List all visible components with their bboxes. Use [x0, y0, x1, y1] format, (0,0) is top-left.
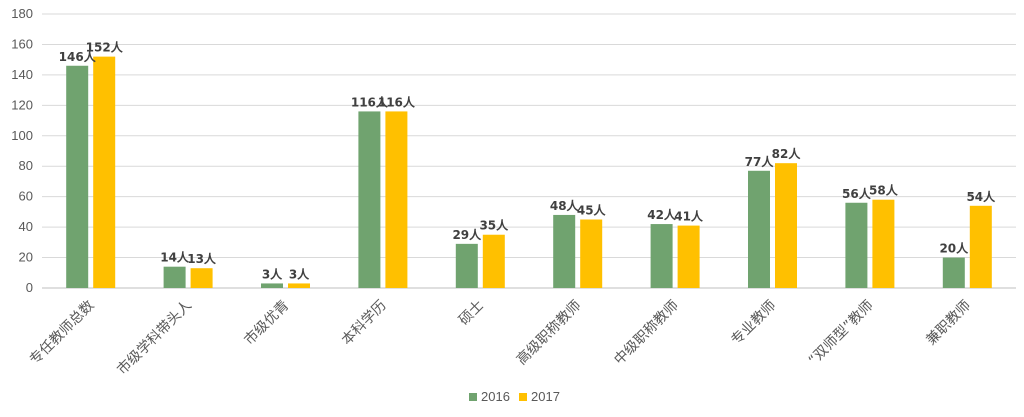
gridlines [42, 13, 1016, 289]
data-label: 152人 [86, 40, 124, 55]
bar-2017 [482, 234, 505, 288]
bar-2017 [190, 268, 213, 288]
bar-2016 [942, 257, 965, 288]
bar-2016 [358, 111, 381, 288]
x-axis: 专任教师总数 市级学科带头人 市级优青 本科学历 硕士 高级职称教师 中级职称教师 专业教师 “… [27, 297, 974, 378]
category-label: 专任教师总数 [27, 298, 98, 369]
bar-2017 [288, 283, 310, 288]
category-label: 兼职教师 [923, 298, 974, 349]
data-label: 45人 [577, 203, 607, 218]
y-axis: 0 20 40 60 80 100 120 140 160 180 [11, 6, 33, 295]
bar-2017 [580, 219, 603, 288]
data-label: 56人 [842, 186, 872, 201]
category-label: “双师型”教师 [806, 298, 877, 369]
data-label: 14人 [160, 250, 190, 265]
data-label: 77人 [745, 154, 775, 169]
category-label: 硕士 [456, 298, 487, 329]
legend: 2016 2017 [469, 389, 560, 404]
data-label: 29人 [452, 227, 482, 242]
data-label: 48人 [550, 198, 580, 213]
data-label: 54人 [966, 189, 996, 204]
category-label: 市级学科带头人 [114, 297, 195, 378]
data-label: 20人 [939, 241, 969, 256]
y-tick-label: 40 [19, 219, 33, 234]
y-tick-label: 0 [26, 280, 33, 295]
data-label: 13人 [187, 251, 217, 266]
y-tick-label: 160 [11, 36, 33, 51]
category-label: 高级职称教师 [513, 297, 584, 368]
data-label: 3人 [289, 266, 310, 281]
data-label: 42人 [647, 207, 677, 222]
bar-2017 [969, 205, 992, 288]
bar-2017 [93, 56, 116, 288]
bar-2016 [455, 243, 478, 288]
data-label: 41人 [674, 209, 704, 224]
data-label: 116人 [378, 94, 416, 109]
y-tick-label: 20 [19, 250, 33, 265]
bar-2017 [385, 111, 408, 288]
legend-label: 2017 [531, 389, 560, 404]
bars [66, 56, 992, 288]
legend-swatch-2016 [469, 393, 477, 401]
y-tick-label: 140 [11, 67, 33, 82]
bar-2016 [66, 65, 89, 288]
bar-2016 [748, 170, 770, 288]
category-label: 市级优青 [241, 297, 293, 349]
bar-2016 [553, 214, 576, 288]
legend-label: 2016 [481, 389, 510, 404]
bar-2016 [845, 202, 868, 288]
data-label: 82人 [772, 146, 802, 161]
bar-2017 [677, 225, 700, 288]
category-label: 本科学历 [339, 298, 390, 349]
data-label: 116人 [351, 94, 389, 109]
y-tick-label: 180 [11, 6, 33, 21]
y-tick-label: 120 [11, 97, 33, 112]
data-label: 146人 [59, 49, 97, 64]
data-label: 3人 [262, 266, 283, 281]
bar-2016 [163, 266, 186, 288]
data-label: 35人 [479, 218, 509, 233]
category-label: 中级职称教师 [611, 298, 682, 369]
legend-swatch-2017 [519, 393, 527, 401]
bar-2017 [775, 163, 797, 288]
bar-2016 [261, 283, 283, 288]
category-label: 专业教师 [728, 298, 779, 349]
y-tick-label: 80 [19, 158, 33, 173]
y-tick-label: 60 [19, 189, 33, 204]
data-label: 58人 [869, 183, 899, 198]
bar-2017 [872, 199, 895, 288]
bar-2016 [650, 224, 673, 288]
y-tick-label: 100 [11, 128, 33, 143]
